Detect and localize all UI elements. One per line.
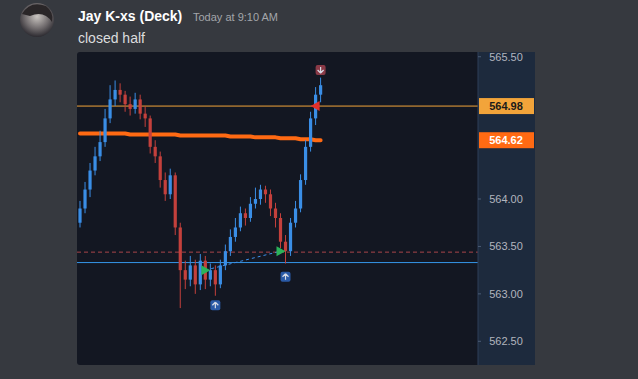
- badge-arrow: [283, 274, 289, 280]
- price-badge-label: 564.98: [489, 100, 523, 112]
- author: Jay K-xs (Deck): [78, 8, 182, 24]
- badge-arrow: [318, 67, 324, 73]
- candle-body: [113, 90, 116, 99]
- candle-body: [239, 213, 242, 227]
- candle-body: [149, 118, 152, 146]
- exit-marker: [311, 101, 320, 111]
- price-badge: [479, 98, 534, 114]
- reference-line: [77, 262, 478, 263]
- y-tick-label: 564.00: [489, 193, 523, 205]
- trend-line: [205, 251, 280, 270]
- candle-body: [154, 147, 157, 156]
- sell-signal-badge: [316, 65, 326, 75]
- candle-body: [209, 270, 212, 279]
- candle-body: [103, 118, 106, 142]
- entry-marker: [201, 265, 210, 275]
- candle-body: [184, 270, 187, 279]
- candle-body: [194, 265, 197, 284]
- candle-wick: [255, 188, 256, 209]
- candle-body: [249, 204, 252, 218]
- plot-area: [77, 65, 478, 310]
- y-tick-label: 563.50: [489, 240, 523, 252]
- y-tick: [478, 246, 481, 247]
- candle-body: [93, 156, 96, 170]
- candle-body: [108, 99, 111, 118]
- screenshot: Jay K-xs (Deck) Today at 9:10 AM closed ha…: [0, 0, 638, 379]
- chart-panel: [77, 52, 535, 365]
- y-tick: [478, 56, 481, 57]
- price-badge: [479, 132, 534, 148]
- candle-body: [309, 118, 312, 146]
- avatar-hair: [22, 4, 52, 22]
- candle-body: [224, 251, 227, 265]
- candle-body: [299, 180, 302, 208]
- candle-body: [78, 209, 81, 223]
- candle-body: [269, 194, 272, 208]
- badge-arrow: [212, 302, 218, 308]
- badge-box: [316, 65, 326, 75]
- moving-average: [80, 134, 321, 141]
- candle-body: [264, 190, 267, 195]
- candle-body: [119, 90, 122, 95]
- avatar: [20, 3, 54, 37]
- candle-body: [83, 190, 86, 209]
- candle-body: [88, 171, 91, 190]
- timestamp: Today at 9:10 AM: [193, 11, 278, 23]
- candle-body: [319, 85, 322, 94]
- candle-body: [279, 218, 282, 242]
- price-axis: [478, 52, 535, 365]
- background: [0, 0, 638, 379]
- y-tick-label: 563.00: [489, 288, 523, 300]
- candle-body: [274, 209, 277, 218]
- candle-body: [169, 175, 172, 194]
- buy-signal-badge: [281, 272, 291, 282]
- price-badge-label: 564.62: [489, 134, 523, 146]
- candle-body: [179, 227, 182, 270]
- candle-body: [304, 147, 307, 180]
- badge-box: [210, 300, 220, 310]
- candle-body: [254, 199, 257, 204]
- candle-body: [234, 227, 237, 236]
- candle-body: [244, 213, 247, 218]
- candle-body: [139, 99, 142, 113]
- y-tick-label: 565.50: [489, 51, 523, 63]
- candle-body: [174, 175, 177, 227]
- candle-body: [164, 180, 167, 194]
- candle-body: [134, 99, 137, 108]
- badge-box: [281, 272, 291, 282]
- y-tick-label: 562.50: [489, 335, 523, 347]
- y-tick: [478, 341, 481, 342]
- candle-body: [144, 114, 147, 119]
- candle-body: [294, 209, 297, 223]
- candle-body: [259, 190, 262, 199]
- entry-marker: [277, 246, 286, 256]
- candle-body: [124, 95, 127, 104]
- candle-body: [214, 270, 217, 284]
- candle-body: [159, 156, 162, 180]
- axis-line: [478, 52, 479, 365]
- candle-body: [98, 142, 101, 156]
- y-tick: [478, 293, 481, 294]
- candle-body: [229, 237, 232, 251]
- y-tick: [478, 199, 481, 200]
- message-text: closed half: [78, 30, 145, 46]
- candle-body: [129, 104, 132, 109]
- candle-body: [219, 265, 222, 284]
- reference-line: [77, 106, 478, 107]
- candle-body: [189, 265, 192, 279]
- candle-body: [289, 223, 292, 251]
- candle-body: [284, 242, 287, 251]
- buy-signal-badge: [210, 300, 220, 310]
